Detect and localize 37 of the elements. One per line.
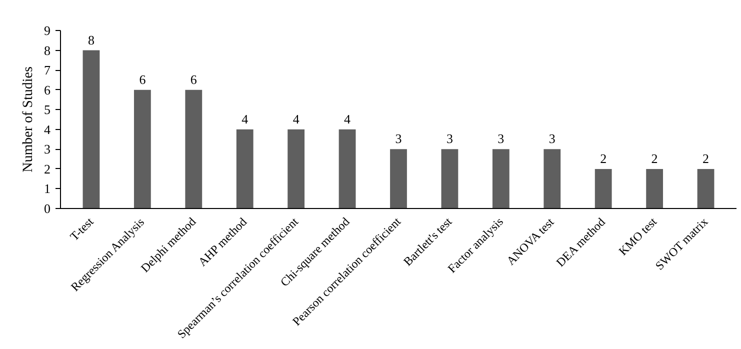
bar bbox=[288, 129, 305, 208]
y-tick-label: 2 bbox=[44, 161, 50, 176]
data-label: 3 bbox=[548, 131, 556, 146]
bar bbox=[338, 129, 356, 208]
y-tick-label: 6 bbox=[44, 82, 51, 98]
data-label: 2 bbox=[600, 150, 607, 166]
y-tick-label: 4 bbox=[44, 122, 51, 137]
bar bbox=[82, 50, 100, 208]
bar bbox=[594, 168, 612, 208]
bar bbox=[544, 149, 561, 208]
data-label: 3 bbox=[498, 131, 504, 146]
data-label: 3 bbox=[446, 131, 453, 146]
y-tick-label: 8 bbox=[44, 42, 50, 58]
bar bbox=[185, 90, 202, 208]
data-label: 4 bbox=[292, 111, 300, 126]
y-tick-label: 5 bbox=[44, 102, 50, 118]
y-tick-label: 1 bbox=[44, 181, 50, 196]
y-tick-label: 3 bbox=[44, 142, 50, 157]
bar bbox=[134, 90, 151, 208]
y-tick-label: 7 bbox=[44, 62, 51, 78]
data-label: 4 bbox=[242, 111, 249, 126]
data-label: 4 bbox=[344, 111, 352, 126]
bar bbox=[441, 149, 458, 208]
y-tick-label: 0 bbox=[44, 201, 50, 216]
data-label: 2 bbox=[651, 150, 658, 166]
data-label: 8 bbox=[88, 32, 94, 48]
bar bbox=[492, 149, 510, 208]
y-axis-title: Number of Studies bbox=[21, 66, 36, 172]
data-label: 6 bbox=[139, 72, 146, 87]
data-label: 3 bbox=[395, 131, 402, 146]
data-label: 6 bbox=[190, 72, 198, 87]
data-label: 2 bbox=[702, 150, 710, 166]
bar bbox=[646, 168, 664, 208]
bar bbox=[697, 168, 714, 208]
bar bbox=[236, 129, 254, 208]
bar bbox=[390, 149, 407, 208]
y-tick-label: 9 bbox=[44, 23, 50, 38]
